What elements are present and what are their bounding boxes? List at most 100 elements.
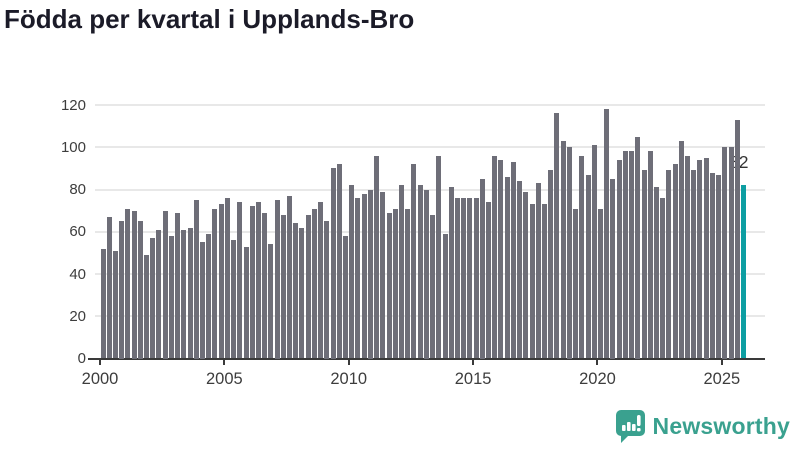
bar — [212, 208, 218, 359]
bar — [175, 212, 181, 359]
y-axis-tick-label: 120 — [60, 96, 86, 114]
bar — [243, 246, 249, 359]
bar — [106, 216, 112, 359]
bar — [585, 174, 591, 359]
bar — [144, 254, 150, 359]
bar — [131, 210, 137, 359]
bar — [386, 212, 392, 359]
bar — [287, 195, 293, 359]
bar — [448, 187, 454, 359]
bar — [305, 214, 311, 359]
bar — [728, 147, 734, 359]
bar — [336, 164, 342, 359]
bar — [405, 208, 411, 359]
x-axis-tick-label: 2020 — [579, 369, 616, 388]
x-axis-tick-label: 2015 — [454, 369, 492, 388]
x-axis-tick — [596, 358, 599, 365]
bar — [461, 197, 467, 359]
bar — [660, 197, 666, 359]
bar — [622, 151, 628, 359]
y-axis-tick-label: 40 — [69, 265, 86, 283]
bar — [150, 238, 156, 359]
bar — [343, 235, 349, 359]
bar — [454, 197, 460, 359]
bar — [691, 170, 697, 359]
bar — [268, 244, 274, 359]
bar — [430, 214, 436, 359]
bar — [678, 140, 684, 359]
gridline — [95, 146, 765, 149]
bar — [442, 233, 448, 359]
bar — [517, 181, 523, 359]
bar — [162, 210, 168, 359]
bar — [374, 155, 380, 359]
bar — [137, 221, 143, 359]
bar — [231, 240, 237, 359]
bar — [119, 221, 125, 359]
bar — [181, 229, 187, 359]
y-axis-tick-label: 80 — [69, 181, 86, 198]
bar — [504, 176, 510, 359]
bar — [311, 208, 317, 359]
bar — [380, 191, 386, 359]
bar — [467, 197, 473, 359]
bar — [355, 197, 361, 359]
bar — [554, 113, 560, 359]
bar — [629, 151, 635, 359]
brand-name: Newsworthy — [652, 413, 790, 439]
bar — [237, 202, 243, 359]
bar — [560, 140, 566, 359]
bar — [597, 208, 603, 359]
y-axis-tick-label: 20 — [69, 307, 86, 325]
newsworthy-logo-icon — [615, 409, 646, 444]
bar — [697, 159, 703, 359]
highlight-bar — [741, 185, 747, 359]
bar — [206, 233, 212, 359]
bar — [591, 145, 597, 359]
y-axis-tick-label: 60 — [69, 223, 86, 241]
bar — [199, 242, 205, 359]
bar — [417, 185, 423, 359]
bar — [647, 151, 653, 359]
y-axis-tick-label: 100 — [60, 138, 86, 156]
x-axis-tick — [347, 358, 350, 365]
bar — [641, 170, 647, 359]
gridline — [95, 188, 765, 191]
bar — [529, 204, 535, 359]
bar — [716, 174, 722, 359]
x-axis-line — [88, 357, 765, 360]
chart-title: Födda per kvartal i Upplands-Bro — [4, 4, 415, 34]
bar — [293, 223, 299, 359]
bar — [703, 157, 709, 359]
bar — [523, 191, 529, 359]
bar — [398, 185, 404, 359]
bar — [734, 119, 740, 359]
bar — [367, 189, 373, 359]
bar — [280, 214, 286, 359]
gridline — [95, 315, 765, 318]
bar — [318, 202, 324, 359]
x-axis-tick-label: 2000 — [81, 369, 119, 388]
bar — [436, 155, 442, 359]
bar — [604, 109, 610, 359]
bar — [156, 229, 162, 359]
bar — [187, 227, 193, 359]
bar — [616, 159, 622, 359]
bar — [224, 197, 230, 359]
bar — [610, 178, 616, 359]
bar — [492, 155, 498, 359]
bar — [330, 168, 336, 359]
gridline — [95, 273, 765, 275]
bar — [125, 208, 131, 359]
bar — [473, 197, 479, 359]
bar — [653, 187, 659, 359]
bar — [635, 136, 641, 359]
bar — [510, 162, 516, 359]
bar — [411, 164, 417, 359]
bar — [672, 164, 678, 359]
gridline — [95, 230, 765, 233]
x-axis-tick — [720, 358, 723, 365]
x-axis-tick-label: 2005 — [206, 369, 243, 388]
bar — [535, 183, 541, 359]
